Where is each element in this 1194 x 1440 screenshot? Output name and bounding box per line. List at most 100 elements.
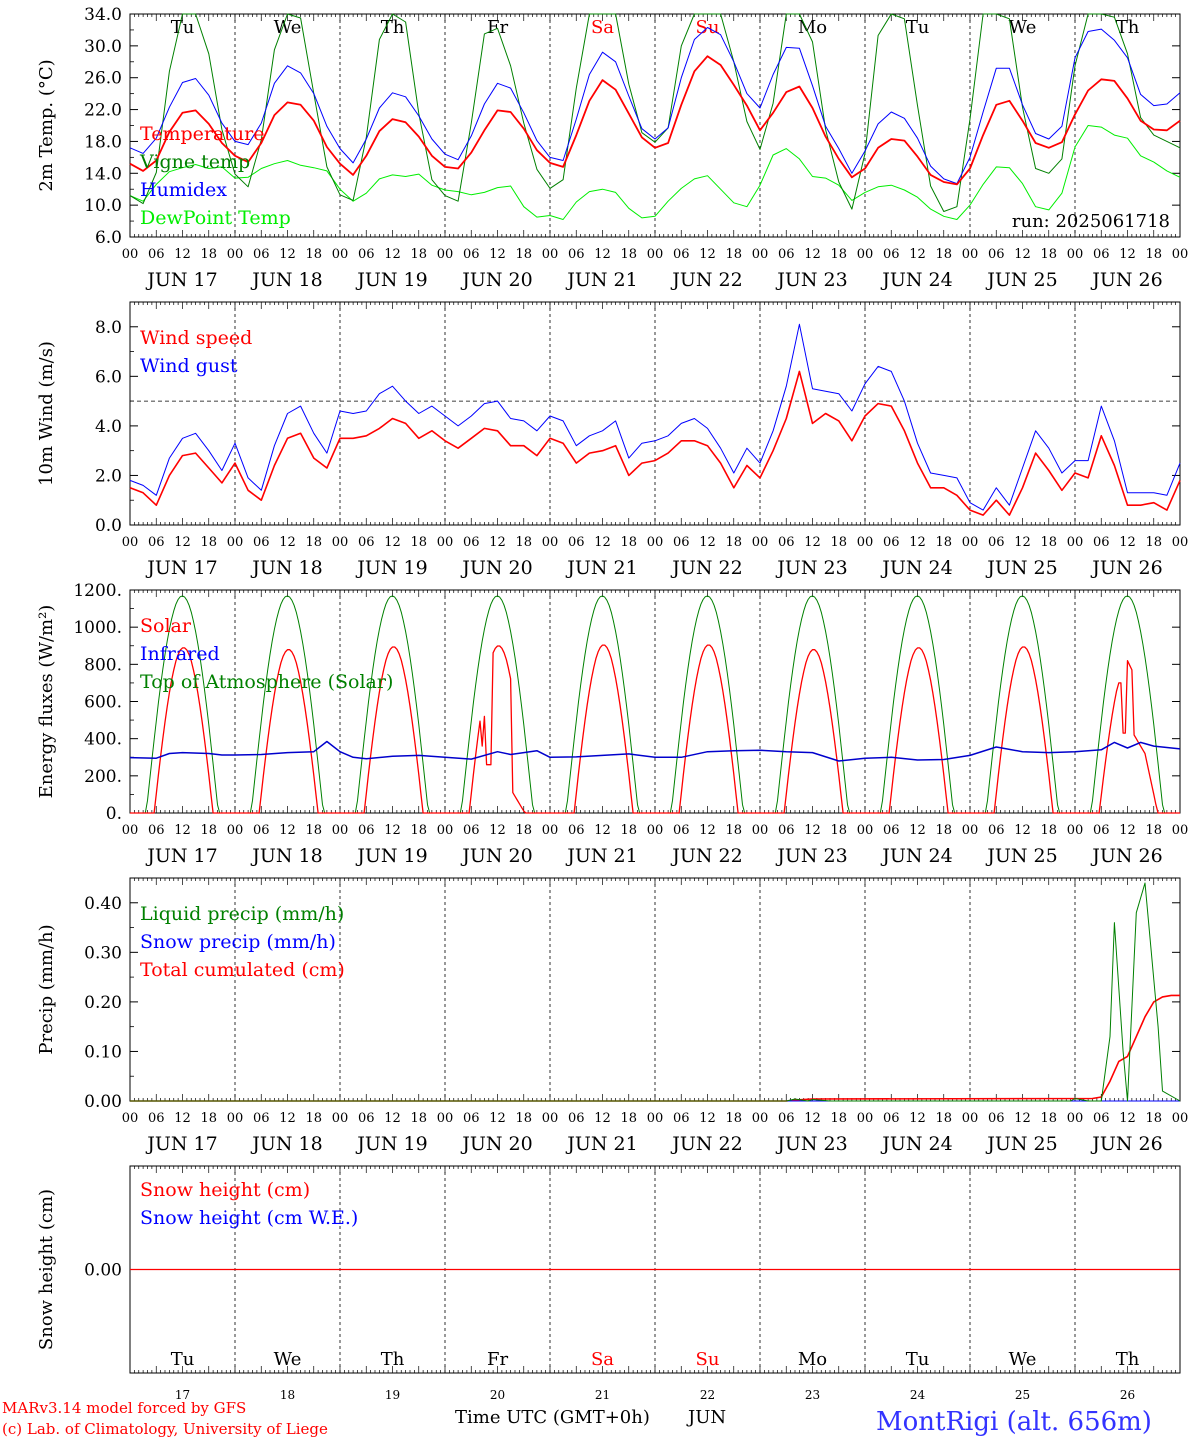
day-number-label: 22 <box>700 1388 715 1402</box>
hour-tick-label: 00 <box>122 1111 139 1126</box>
y-axis-label: 2m Temp. (°C) <box>36 59 57 191</box>
weekday-label: Tu <box>906 17 930 38</box>
hour-tick-label: 12 <box>594 823 611 838</box>
hour-tick-label: 00 <box>437 823 454 838</box>
hour-tick-label: 18 <box>725 823 742 838</box>
day-number-label: 23 <box>805 1388 820 1402</box>
hour-tick-label: 00 <box>122 535 139 550</box>
hour-tick-label: 12 <box>909 535 926 550</box>
day-label: JUN 18 <box>250 845 322 867</box>
y-tick-label: 8.0 <box>95 318 122 338</box>
weekday-label: Sa <box>591 17 614 38</box>
day-number-label: 25 <box>1015 1388 1030 1402</box>
legend-entry: Wind speed <box>140 327 252 349</box>
y-tick-label: 0.00 <box>84 1092 122 1112</box>
y-axis-label: Energy fluxes (W/m²) <box>36 605 57 799</box>
hour-tick-label: 00 <box>542 247 559 262</box>
hour-tick-label: 18 <box>1145 535 1162 550</box>
day-label: JUN 25 <box>985 269 1057 291</box>
series-line-liquid-precip-mm-h- <box>130 882 1181 1102</box>
y-tick-label: 6.0 <box>95 228 122 248</box>
plot-frame <box>129 589 1181 814</box>
hour-tick-label: 06 <box>778 823 795 838</box>
weekday-label: Tu <box>906 1349 930 1370</box>
y-tick-label: 4.0 <box>95 417 122 437</box>
hour-tick-label: 06 <box>988 1111 1005 1126</box>
hour-tick-label: 12 <box>174 247 191 262</box>
panel-wind: 0.0 2.0 4.0 6.0 8.0 10m Wind (m/s) 00 06 12 18 JUN… <box>36 301 1188 579</box>
day-label: JUN 19 <box>355 269 427 291</box>
y-tick-label: 0.20 <box>84 993 122 1013</box>
y-tick-label: 0. <box>106 804 122 824</box>
day-label: JUN 22 <box>670 845 742 867</box>
y-axis-label: Snow height (cm) <box>36 1189 57 1350</box>
hour-tick-label: 00 <box>752 823 769 838</box>
hour-tick-label: 06 <box>778 1111 795 1126</box>
hour-tick-label: 12 <box>489 247 506 262</box>
legend-entry: DewPoint Temp <box>140 207 291 229</box>
hour-tick-label: 00 <box>647 247 664 262</box>
hour-tick-label: 06 <box>463 247 480 262</box>
legend-entry: Top of Atmosphere (Solar) <box>140 671 393 693</box>
hour-tick-label: 00 <box>437 1111 454 1126</box>
hour-tick-label: 00 <box>752 247 769 262</box>
hour-tick-label: 18 <box>935 1111 952 1126</box>
series-line-wind-gust <box>129 323 1181 511</box>
hour-tick-label: 18 <box>1145 1111 1162 1126</box>
hour-tick-label: 12 <box>594 1111 611 1126</box>
hour-tick-label: 12 <box>174 535 191 550</box>
hour-tick-label: 00 <box>332 535 349 550</box>
hour-tick-label: 06 <box>148 535 165 550</box>
hour-tick-label: 06 <box>358 823 375 838</box>
hour-tick-label: 06 <box>988 535 1005 550</box>
hour-tick-label: 12 <box>384 823 401 838</box>
series-line-solar <box>130 644 1180 814</box>
day-number-label: 26 <box>1120 1388 1135 1402</box>
day-label: JUN 23 <box>775 1133 847 1155</box>
time-axis-label: Time UTC (GMT+0h) <box>455 1407 650 1428</box>
day-label: JUN 20 <box>460 1133 532 1155</box>
hour-tick-label: 00 <box>1067 535 1084 550</box>
hour-tick-label: 06 <box>568 823 585 838</box>
hour-tick-label: 12 <box>384 535 401 550</box>
weekday-label: Tu <box>171 1349 195 1370</box>
hour-tick-label: 12 <box>1119 1111 1136 1126</box>
weekday-label: Tu <box>171 17 195 38</box>
hour-tick-label: 06 <box>673 247 690 262</box>
day-label: JUN 17 <box>145 557 217 579</box>
y-tick-label: 30.0 <box>84 37 122 57</box>
hour-tick-label: 06 <box>673 823 690 838</box>
y-axis-label: 10m Wind (m/s) <box>36 341 57 486</box>
hour-tick-label: 06 <box>358 535 375 550</box>
hour-tick-label: 00 <box>1067 1111 1084 1126</box>
day-label: JUN 26 <box>1090 269 1162 291</box>
hour-tick-label: 12 <box>1014 1111 1031 1126</box>
hour-tick-label: 12 <box>699 247 716 262</box>
hour-tick-label: 00 <box>857 535 874 550</box>
hour-tick-label: 12 <box>804 247 821 262</box>
hour-tick-label: 00 <box>1172 247 1189 262</box>
hour-tick-label: 06 <box>1093 535 1110 550</box>
hour-tick-label: 18 <box>1040 535 1057 550</box>
hour-tick-label: 06 <box>253 823 270 838</box>
hour-tick-label: 00 <box>227 535 244 550</box>
day-label: JUN 23 <box>775 269 847 291</box>
panel-snow: 0.00 Snow height (cm) Tu We Th Fr Sa Su Mo Tu We Th… <box>36 1165 1181 1402</box>
hour-tick-label: 12 <box>384 247 401 262</box>
day-label: JUN 18 <box>250 269 322 291</box>
legend-entry: Liquid precip (mm/h) <box>140 903 344 925</box>
month-label: JUN <box>686 1407 726 1428</box>
hour-tick-label: 00 <box>1067 823 1084 838</box>
hour-tick-label: 06 <box>883 823 900 838</box>
day-label: JUN 20 <box>460 557 532 579</box>
hour-tick-label: 06 <box>463 1111 480 1126</box>
hour-tick-label: 18 <box>830 535 847 550</box>
hour-tick-label: 06 <box>253 247 270 262</box>
hour-tick-label: 06 <box>358 1111 375 1126</box>
day-label: JUN 19 <box>355 1133 427 1155</box>
hour-tick-label: 12 <box>1014 535 1031 550</box>
hour-tick-label: 18 <box>1145 247 1162 262</box>
time-ticks <box>129 590 1181 813</box>
hour-tick-label: 00 <box>752 1111 769 1126</box>
day-label: JUN 17 <box>145 269 217 291</box>
